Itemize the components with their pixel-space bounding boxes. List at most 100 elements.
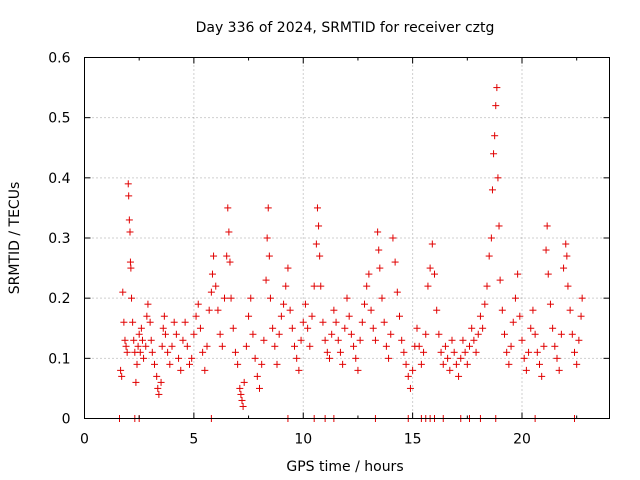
data-point [358,318,366,326]
data-point [485,252,493,260]
data-point [143,312,151,320]
data-point [476,312,484,320]
data-point [402,360,410,368]
data-point [578,294,586,302]
data-point [224,204,232,212]
data-point [518,336,526,344]
data-point [452,360,460,368]
data-point [117,366,125,374]
data-point [437,348,445,356]
data-point [199,348,207,356]
data-point [501,330,508,338]
data-point [288,324,296,332]
y-tick-label: 0.4 [48,171,70,187]
data-point [264,204,272,212]
data-point [361,300,368,308]
data-point [533,348,541,356]
data-point [455,372,463,380]
data-point [157,378,165,386]
data-point [330,306,338,314]
data-point [319,318,327,326]
data-point [134,342,142,350]
data-point [239,402,247,410]
data-point [266,294,274,302]
data-point [153,372,161,380]
data-point [496,276,504,284]
y-tick-label: 0.5 [48,111,70,127]
data-point [507,342,515,350]
data-point [369,324,377,332]
data-point [363,282,371,290]
data-point [315,222,323,230]
data-point [491,132,499,140]
data-point [560,264,568,272]
data-point [389,234,397,242]
data-point [527,324,535,332]
data-point [190,330,198,338]
data-point [142,342,150,350]
data-point [242,342,250,350]
data-points [116,84,586,422]
data-point [225,228,233,236]
data-point [130,336,138,344]
data-point [161,330,169,338]
data-point [186,360,193,368]
data-point [520,354,528,362]
data-point [345,312,353,320]
data-point [428,240,436,248]
data-point [461,348,469,356]
data-point [488,186,496,194]
y-tick-label: 0.1 [48,351,70,367]
data-point [172,330,180,338]
data-point [544,270,552,278]
data-point [316,252,324,260]
data-point [339,360,347,368]
data-point [378,294,386,302]
data-point [175,354,183,362]
data-point [546,300,554,308]
data-point [409,366,417,374]
data-point [212,282,220,290]
data-point [221,294,228,302]
data-point [433,306,441,314]
x-tick-label: 5 [189,432,198,448]
data-point [446,366,454,374]
data-point [356,336,364,344]
data-point [304,324,312,332]
data-point [140,354,148,362]
data-point [122,342,130,350]
data-point [441,342,449,350]
data-point [164,348,172,356]
data-point [158,342,166,350]
data-point [549,324,557,332]
axis-layer: 0 5 10 15 20 0 0.1 0.2 0.3 0.4 0.5 0.6 [48,51,610,448]
data-point [538,372,546,380]
data-point [577,312,585,320]
data-point [365,270,373,278]
data-point [277,312,285,320]
data-point [234,360,242,368]
data-point [522,366,530,374]
data-point [262,276,270,284]
data-point [529,306,537,314]
data-point [385,354,393,362]
data-point [308,312,316,320]
data-point [238,396,246,404]
data-point [463,360,471,368]
data-point [155,390,163,398]
data-point [154,384,162,392]
data-point [420,348,428,356]
data-point [286,306,294,314]
data-point [299,318,307,326]
data-point [284,264,292,272]
data-point [256,384,263,392]
data-point [196,324,204,332]
data-point [135,330,143,338]
data-point [192,312,200,320]
data-point [371,336,379,344]
data-point [210,252,218,260]
data-point [168,342,176,350]
data-point [216,330,224,338]
data-point [457,354,465,362]
